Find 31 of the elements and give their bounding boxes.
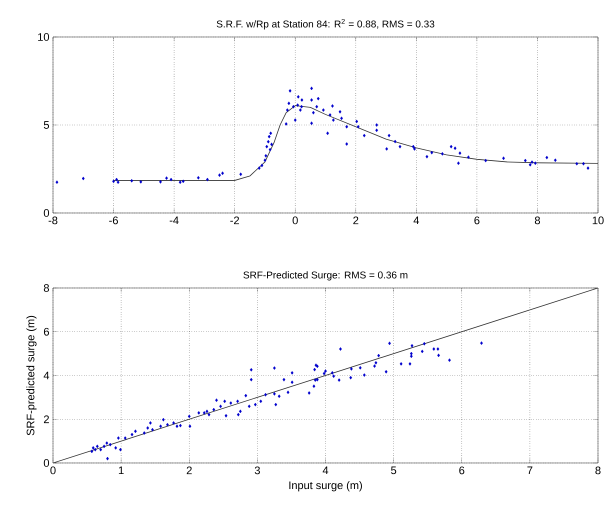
x-tick-label: 0 bbox=[50, 466, 56, 474]
x-tick-label: 5 bbox=[391, 466, 396, 474]
x-tick-label: 6 bbox=[474, 216, 480, 224]
y-tick-label: 4 bbox=[44, 372, 50, 380]
x-tick-label: 7 bbox=[527, 466, 532, 474]
chart-title: S.R.F. w/Rp at Station 84: R$^{2}$ = 0.88, RMS = 0.33 bbox=[216, 18, 434, 30]
y-tick-label: 6 bbox=[44, 328, 49, 336]
x-tick-label: 10 bbox=[592, 216, 604, 224]
y-tick-label: 0 bbox=[44, 459, 50, 467]
y-tick-label: 8 bbox=[44, 284, 49, 292]
x-tick-label: 3 bbox=[254, 466, 260, 474]
x-tick-label: 2 bbox=[186, 466, 192, 474]
y-tick-label: 5 bbox=[44, 121, 50, 129]
chart-title: SRF-Predicted Surge: RMS = 0.36 m bbox=[243, 271, 408, 280]
y-axis-title: SRF-predicted surge (m) bbox=[26, 316, 37, 436]
y-tick-label: 10 bbox=[38, 33, 50, 41]
y-tick-label: 2 bbox=[44, 415, 49, 424]
x-tick-label: 6 bbox=[459, 466, 464, 474]
x-tick-label: -8 bbox=[48, 216, 58, 224]
x-tick-label: 8 bbox=[595, 466, 601, 474]
x-tick-label: -2 bbox=[230, 216, 239, 224]
x-tick-label: 8 bbox=[534, 216, 540, 224]
x-tick-label: 0 bbox=[292, 216, 298, 224]
x-tick-label: 1 bbox=[118, 466, 124, 474]
x-axis-title: Input surge (m) bbox=[289, 481, 362, 492]
x-tick-label: 4 bbox=[414, 216, 420, 224]
x-tick-label: -6 bbox=[109, 216, 118, 224]
x-tick-label: -4 bbox=[170, 216, 179, 224]
x-tick-label: 4 bbox=[322, 466, 328, 474]
y-tick-label: 0 bbox=[44, 209, 50, 217]
x-tick-label: 2 bbox=[353, 216, 358, 224]
